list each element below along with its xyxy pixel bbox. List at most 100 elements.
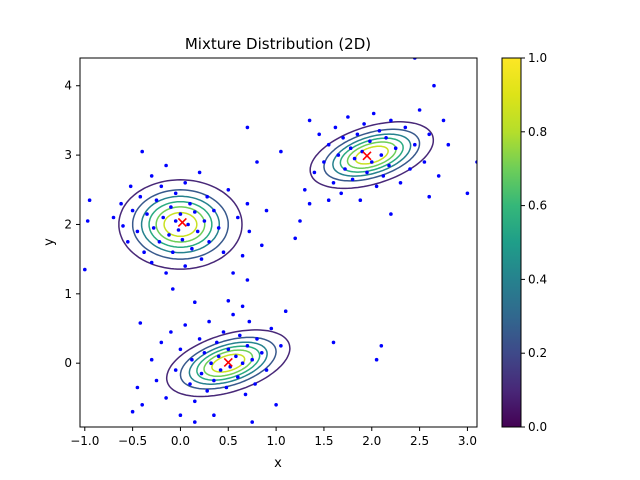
scatter-point [250, 420, 254, 424]
scatter-point [238, 333, 242, 338]
scatter-point [293, 236, 298, 241]
scatter-point [279, 149, 283, 154]
scatter-point [164, 163, 168, 168]
scatter-point [384, 136, 388, 140]
scatter-point [178, 413, 183, 418]
scatter-point [358, 198, 363, 202]
contour-line [179, 336, 277, 390]
contour-line [332, 133, 412, 177]
chart-title: Mixture Distribution (2D) [185, 35, 371, 53]
x-tick-label: 2.0 [362, 434, 381, 448]
scatter-point [393, 146, 398, 150]
scatter-point [350, 177, 355, 182]
scatter-point [161, 215, 165, 220]
centers-layer [177, 151, 372, 368]
center-marker [223, 357, 233, 368]
scatter-point [154, 198, 159, 202]
scatter-point [231, 271, 235, 275]
scatter-point [377, 129, 382, 133]
contour-line [118, 179, 243, 270]
scatter-point [317, 132, 322, 137]
x-axis-ticks: −1.0 −0.5 0.0 0.5 1.0 1.5 2.0 2.5 3.0 [70, 427, 477, 448]
scatter-point [197, 170, 202, 175]
scatter-point [422, 160, 427, 164]
scatter-point [379, 153, 384, 157]
scatter-point [173, 368, 178, 372]
scatter-point [427, 194, 432, 199]
scatter-point [183, 323, 187, 327]
scatter-point [126, 240, 130, 244]
plot-area [80, 58, 477, 427]
colorbar-tick-label: 0.0 [528, 420, 547, 434]
scatter-point [151, 226, 156, 230]
scatter-point [216, 354, 221, 359]
scatter-point [199, 371, 204, 376]
scatter-point [336, 153, 341, 157]
contour-line [203, 349, 254, 378]
scatter-point [195, 229, 200, 234]
scatter-point [205, 389, 209, 393]
scatter-point [183, 181, 187, 185]
scatter-point [178, 212, 183, 216]
scatter-point [193, 210, 197, 214]
scatter-point [178, 347, 183, 352]
scatter-point [339, 191, 344, 196]
scatter-point [247, 229, 252, 234]
scatter-point [171, 287, 175, 291]
scatter-point [142, 250, 146, 254]
scatter-point [236, 375, 240, 379]
scatter-point [362, 122, 366, 126]
scatter-point [226, 347, 231, 352]
scatter-point [226, 299, 231, 303]
scatter-point [346, 115, 350, 119]
contour-line [323, 128, 421, 182]
x-tick-label: 1.0 [267, 434, 286, 448]
scatter-point [212, 208, 216, 213]
scatter-point [303, 188, 307, 192]
scatter-point [322, 160, 326, 164]
scatter-point [374, 184, 379, 189]
scatter-point [193, 399, 197, 404]
scatter-point [253, 382, 257, 386]
scatter-point [205, 194, 209, 199]
scatter-point [441, 118, 446, 123]
scatter-point [255, 337, 259, 341]
scatter-point [231, 312, 235, 317]
scatter-point [245, 278, 250, 282]
x-tick-label: 3.0 [458, 434, 477, 448]
x-tick-label: −0.5 [118, 434, 147, 448]
contour-line [188, 341, 268, 385]
scatter-point [269, 326, 274, 331]
colorbar [501, 57, 522, 428]
scatter-point [171, 250, 175, 254]
scatter-point [403, 125, 408, 130]
colorbar-tick-label: 1.0 [528, 51, 547, 65]
scatter-point [389, 118, 393, 123]
y-tick-label: 4 [64, 79, 72, 93]
scatter-point [343, 167, 347, 171]
colorbar-ticks: 0.0 0.2 0.4 0.6 0.8 1.0 [521, 51, 547, 434]
scatter-point [197, 337, 202, 341]
scatter-point [333, 125, 338, 130]
scatter-point [212, 378, 216, 383]
scatter-point [348, 146, 353, 150]
scatter-point [111, 215, 116, 220]
scatter-point [167, 233, 171, 237]
scatter-point [199, 257, 204, 261]
contour-line [163, 211, 198, 238]
scatter-point [331, 181, 336, 185]
scatter-point [183, 264, 187, 268]
scatter-point [365, 170, 369, 175]
scatter-point [352, 156, 357, 161]
scatter-point [427, 132, 432, 137]
scatter-point [190, 357, 194, 362]
scatter-point [135, 229, 140, 234]
scatter-point [260, 351, 264, 355]
scatter-point [173, 191, 178, 196]
scatter-point [138, 194, 143, 199]
scatter-point [207, 319, 211, 324]
scatter-point [255, 160, 259, 164]
scatter-point [186, 222, 190, 227]
scatter-point [240, 253, 245, 258]
scatter-point [121, 224, 125, 228]
